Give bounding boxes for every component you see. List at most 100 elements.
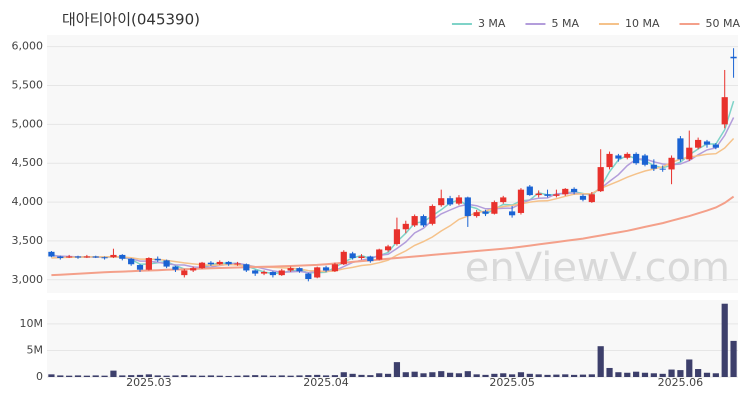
volume-bar bbox=[384, 373, 392, 377]
candle-body bbox=[92, 256, 99, 258]
candle-body bbox=[66, 256, 73, 258]
candle-body bbox=[544, 194, 551, 196]
volume-bar bbox=[633, 371, 640, 377]
volume-bar bbox=[438, 371, 445, 377]
candle-body bbox=[579, 195, 587, 200]
volume-bar bbox=[526, 373, 533, 377]
volume-bar bbox=[571, 374, 578, 377]
candle-body bbox=[287, 268, 294, 271]
candle-body bbox=[243, 264, 250, 271]
candle-body bbox=[703, 141, 711, 145]
volume-bar bbox=[145, 374, 152, 377]
volume-bar bbox=[446, 372, 454, 377]
y-tick-label: 3,000 bbox=[12, 273, 44, 286]
candle-body bbox=[402, 223, 409, 230]
candle-body bbox=[526, 186, 533, 196]
volume-bar bbox=[429, 372, 436, 377]
volume-bar bbox=[500, 373, 507, 377]
y-tick-label: 10M bbox=[20, 317, 44, 330]
volume-bar bbox=[535, 374, 542, 377]
volume-bar bbox=[420, 373, 427, 377]
volume-bar bbox=[340, 372, 347, 377]
candle-body bbox=[677, 138, 684, 160]
volume-bar bbox=[48, 374, 55, 377]
volume-bar bbox=[517, 372, 525, 377]
volume-bar bbox=[508, 374, 516, 377]
candle-body bbox=[190, 268, 197, 271]
watermark: enViewV.com bbox=[465, 245, 730, 291]
volume-bar bbox=[402, 372, 409, 377]
candle-body bbox=[48, 251, 55, 257]
ma-line bbox=[51, 195, 735, 277]
candle-body bbox=[455, 197, 463, 204]
y-tick-label: 3,500 bbox=[12, 234, 44, 247]
volume-bar bbox=[260, 375, 268, 377]
volume-bar bbox=[181, 375, 188, 377]
volume-bar bbox=[393, 362, 401, 377]
volume-bar bbox=[305, 375, 312, 377]
candle-body bbox=[181, 270, 188, 276]
volume-bar bbox=[198, 375, 206, 377]
candle-body bbox=[172, 266, 179, 270]
candle-body bbox=[615, 155, 622, 159]
candle-body bbox=[659, 168, 666, 170]
volume-bar bbox=[92, 375, 99, 377]
volume-panel bbox=[47, 300, 738, 377]
legend-label: 5 MA bbox=[551, 17, 579, 30]
volume-bar bbox=[686, 359, 693, 377]
y-tick-label: 0 bbox=[36, 370, 43, 383]
volume-bar bbox=[287, 375, 294, 377]
volume-bar bbox=[579, 374, 587, 377]
volume-bar bbox=[553, 374, 560, 377]
candle-body bbox=[500, 197, 507, 203]
volume-bar bbox=[624, 372, 631, 377]
candle-body bbox=[420, 216, 427, 226]
candle-body bbox=[331, 264, 339, 272]
candle-body bbox=[446, 198, 454, 205]
volume-bar bbox=[411, 371, 418, 377]
candle-body bbox=[384, 246, 392, 251]
candle-body bbox=[296, 268, 303, 272]
x-tick-label: 2025.05 bbox=[489, 376, 535, 389]
volume-bar bbox=[641, 372, 649, 377]
candle-body bbox=[712, 144, 719, 148]
candle-body bbox=[482, 211, 489, 214]
candle-body bbox=[322, 267, 330, 271]
volume-bar bbox=[243, 375, 250, 377]
volume-bar bbox=[473, 374, 480, 377]
volume-bar bbox=[83, 375, 90, 377]
candle-body bbox=[464, 197, 471, 217]
candle-body bbox=[686, 147, 693, 160]
volume-bar bbox=[712, 373, 719, 377]
candle-body bbox=[269, 272, 277, 276]
candle-body bbox=[411, 216, 418, 226]
candle-body bbox=[136, 265, 144, 270]
volume-bar bbox=[216, 375, 223, 377]
candle-body bbox=[198, 262, 206, 269]
volume-bar bbox=[615, 372, 622, 377]
y-tick-label: 5M bbox=[27, 343, 44, 356]
x-tick-label: 2025.06 bbox=[658, 376, 704, 389]
volume-bar bbox=[562, 374, 569, 377]
volume-bar bbox=[544, 374, 551, 377]
candle-body bbox=[83, 256, 90, 258]
volume-bar bbox=[278, 375, 285, 377]
volume-bar bbox=[190, 375, 197, 377]
legend-label: 50 MA bbox=[705, 17, 740, 30]
candle-body bbox=[668, 157, 675, 170]
candle-body bbox=[393, 229, 401, 245]
candle-body bbox=[57, 256, 64, 259]
legend-label: 3 MA bbox=[478, 17, 506, 30]
volume-bar bbox=[128, 375, 135, 377]
volume-bar bbox=[57, 375, 64, 377]
candle-body bbox=[216, 261, 223, 265]
volume-bar bbox=[721, 303, 728, 377]
volume-bar bbox=[269, 375, 277, 377]
volume-bar bbox=[695, 369, 702, 377]
x-tick-label: 2025.04 bbox=[303, 376, 349, 389]
volume-bar bbox=[668, 369, 675, 377]
candle-body bbox=[128, 258, 135, 265]
volume-bar bbox=[349, 373, 356, 377]
candle-body bbox=[101, 257, 108, 259]
